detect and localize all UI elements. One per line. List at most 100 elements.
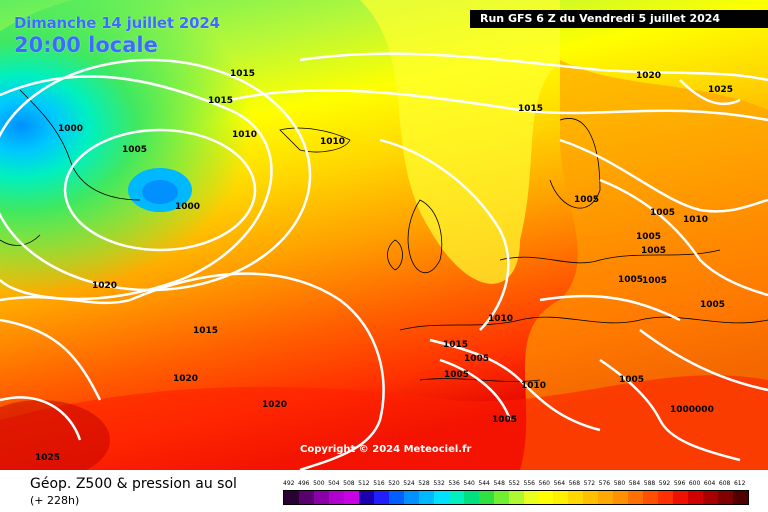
copyright-notice: Copyright © 2024 Meteociel.fr bbox=[300, 444, 472, 455]
scale-label: 552 bbox=[508, 480, 520, 487]
isobar-label: 1005 bbox=[464, 354, 489, 364]
scale-swatch bbox=[658, 491, 674, 504]
isobar-label: 1005 bbox=[636, 232, 661, 242]
scale-label: 612 bbox=[733, 480, 746, 487]
isobar-label: 1015 bbox=[443, 340, 468, 350]
scale-swatch bbox=[673, 491, 689, 504]
isobar-label: 1005 bbox=[642, 276, 667, 286]
scale-swatch bbox=[373, 491, 389, 504]
isobar-label: 1005 bbox=[122, 145, 147, 155]
hot-core bbox=[0, 400, 110, 470]
scale-label: 524 bbox=[403, 480, 415, 487]
scale-label: 528 bbox=[418, 480, 430, 487]
scale-swatch bbox=[538, 491, 554, 504]
scale-label: 500 bbox=[313, 480, 325, 487]
scale-swatch bbox=[583, 491, 599, 504]
scale-label: 604 bbox=[703, 480, 716, 487]
scale-label: 560 bbox=[538, 480, 550, 487]
isobar-label: 1010 bbox=[232, 130, 257, 140]
ridge-area bbox=[360, 0, 560, 284]
isobar-label: 1015 bbox=[518, 104, 543, 114]
scale-swatch bbox=[553, 491, 569, 504]
scale-label: 588 bbox=[643, 480, 656, 487]
scale-label: 592 bbox=[658, 480, 671, 487]
legend-title: Géop. Z500 & pression au sol bbox=[30, 476, 237, 492]
scale-label: 544 bbox=[478, 480, 490, 487]
scale-swatch bbox=[598, 491, 614, 504]
scale-label: 556 bbox=[523, 480, 535, 487]
scale-label: 540 bbox=[463, 480, 475, 487]
isobar-label: 1010 bbox=[683, 215, 708, 225]
isobar-label: 1015 bbox=[208, 96, 233, 106]
isobar-label: 1005 bbox=[574, 195, 599, 205]
scale-label: 576 bbox=[598, 480, 611, 487]
scale-swatch bbox=[284, 491, 299, 504]
scale-swatch bbox=[403, 491, 419, 504]
scale-label: 600 bbox=[688, 480, 701, 487]
scale-swatch bbox=[448, 491, 464, 504]
scale-swatch bbox=[358, 491, 374, 504]
scale-swatch bbox=[523, 491, 539, 504]
scale-label: 572 bbox=[583, 480, 596, 487]
scale-label: 568 bbox=[568, 480, 581, 487]
scale-swatch bbox=[568, 491, 584, 504]
low-center bbox=[142, 180, 178, 204]
scale-swatch bbox=[343, 491, 359, 504]
scale-label: 496 bbox=[298, 480, 310, 487]
forecast-time: 20:00 locale bbox=[14, 33, 158, 57]
isobar-label: 1005 bbox=[618, 275, 643, 285]
scale-swatch bbox=[508, 491, 524, 504]
scale-label: 548 bbox=[493, 480, 505, 487]
map-canvas: 1015 1015 1010 1005 1000 1000 1010 1020 … bbox=[0, 0, 768, 470]
scale-label: 512 bbox=[358, 480, 370, 487]
scale-swatch bbox=[493, 491, 509, 504]
scale-swatch bbox=[718, 491, 734, 504]
scale-label: 596 bbox=[673, 480, 686, 487]
isobar-label: 1025 bbox=[708, 85, 733, 95]
scale-label: 608 bbox=[718, 480, 731, 487]
scale-label: 532 bbox=[433, 480, 445, 487]
isobar-label: 1005 bbox=[700, 300, 725, 310]
isobar-label: 1020 bbox=[92, 281, 117, 291]
isobar-label: 1005 bbox=[619, 375, 644, 385]
isobar-label: 1015 bbox=[193, 326, 218, 336]
isobar-label: 1005 bbox=[641, 246, 666, 256]
scale-swatch bbox=[388, 491, 404, 504]
isobar-label: 1000 bbox=[58, 124, 83, 134]
isobar-label: 1005 bbox=[492, 415, 517, 425]
isobar-labels: 1015 1015 1010 1005 1000 1000 1010 1020 … bbox=[35, 69, 733, 463]
low-pressure-area bbox=[0, 0, 380, 330]
europe-warm-area bbox=[520, 60, 768, 470]
scale-swatch bbox=[688, 491, 704, 504]
weather-map: 1015 1015 1010 1005 1000 1000 1010 1020 … bbox=[0, 0, 768, 470]
scale-swatch bbox=[298, 491, 314, 504]
isobar-label: 1010 bbox=[320, 137, 345, 147]
legend-subtitle: (+ 228h) bbox=[30, 494, 80, 507]
scale-label: 564 bbox=[553, 480, 566, 487]
isobar-label: 1010 bbox=[488, 314, 513, 324]
isobar-label: 1005 bbox=[650, 208, 675, 218]
isobar-label: 1000 bbox=[175, 202, 200, 212]
isobar-label: 1020 bbox=[636, 71, 661, 81]
model-run-info: Run GFS 6 Z du Vendredi 5 juillet 2024 bbox=[470, 10, 768, 28]
scale-label: 492 bbox=[283, 480, 295, 487]
scale-swatch bbox=[478, 491, 494, 504]
subtropical-area bbox=[0, 375, 768, 470]
color-scale-bar bbox=[283, 490, 749, 505]
isobar-label: 1005 bbox=[444, 370, 469, 380]
scale-swatch bbox=[643, 491, 659, 504]
scale-swatch bbox=[733, 491, 749, 504]
isobar-label: 1010 bbox=[521, 381, 546, 391]
scale-label: 520 bbox=[388, 480, 400, 487]
scale-label: 508 bbox=[343, 480, 355, 487]
forecast-date: Dimanche 14 juillet 2024 bbox=[14, 14, 220, 32]
scale-swatch bbox=[463, 491, 479, 504]
legend-panel: Géop. Z500 & pression au sol (+ 228h) 49… bbox=[0, 470, 768, 512]
scale-swatch bbox=[418, 491, 434, 504]
isobar-label: 1020 bbox=[262, 400, 287, 410]
scale-swatch bbox=[628, 491, 644, 504]
isobar-label: 1015 bbox=[230, 69, 255, 79]
scale-swatch bbox=[328, 491, 344, 504]
scale-swatch bbox=[433, 491, 449, 504]
scale-label: 536 bbox=[448, 480, 460, 487]
